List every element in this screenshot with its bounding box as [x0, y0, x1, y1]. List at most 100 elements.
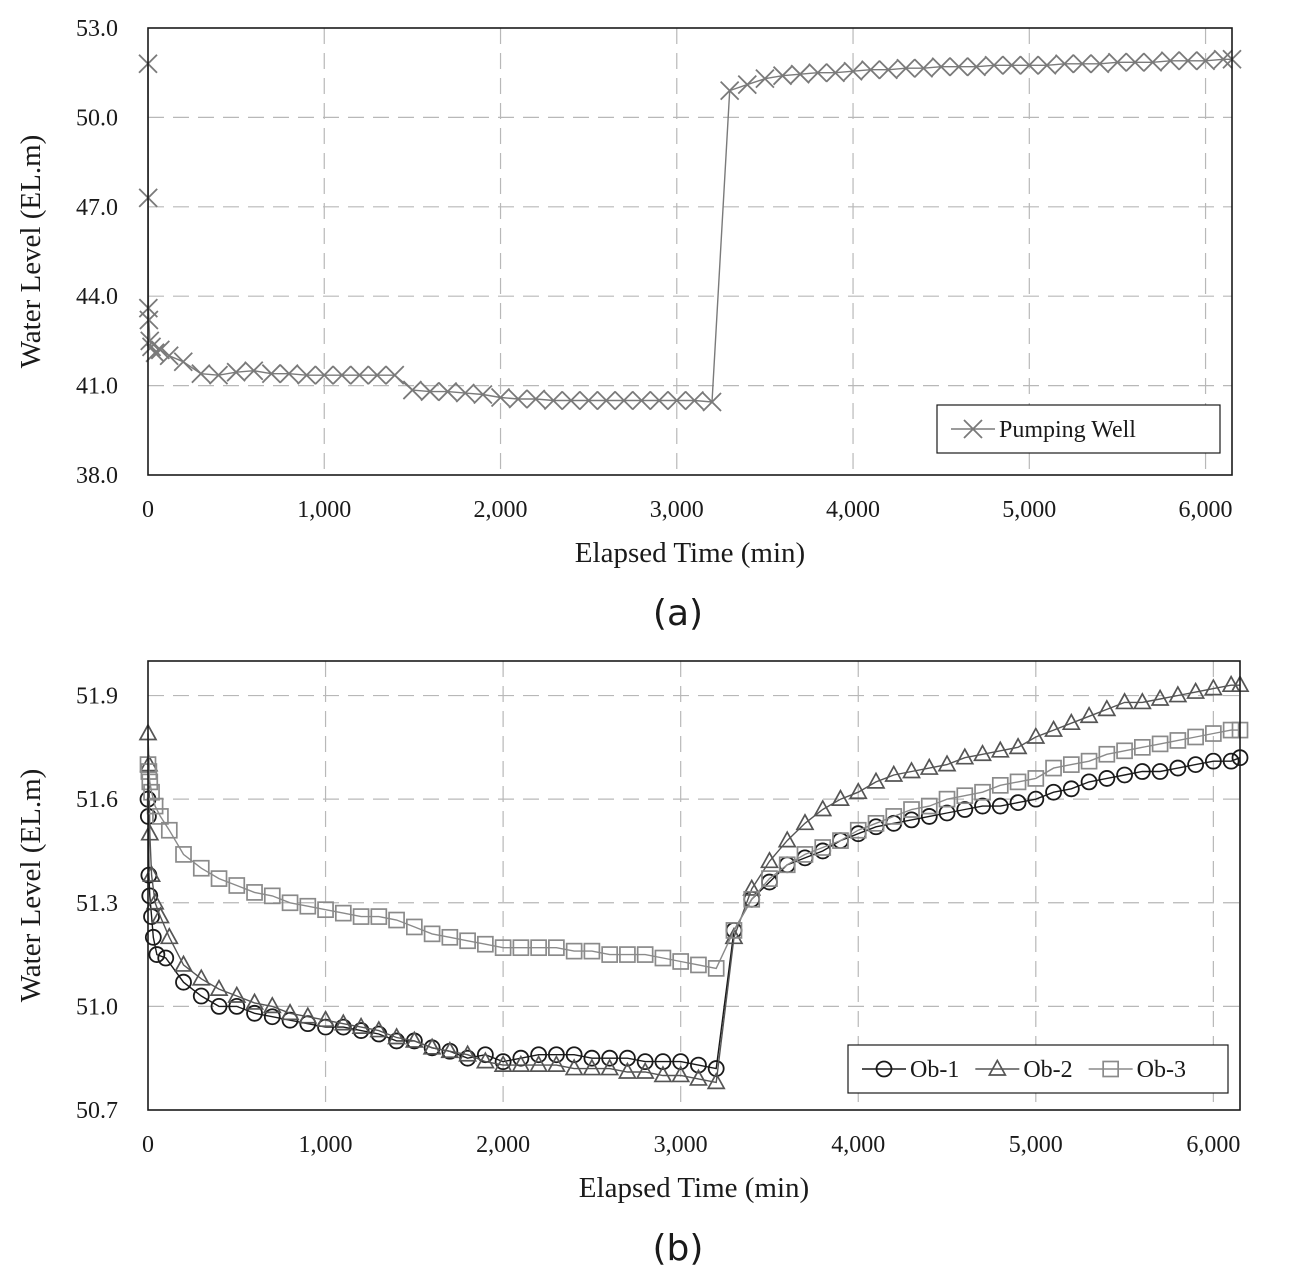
- data-point-ob-2: [316, 1009, 336, 1028]
- x-tick-label: 5,000: [1002, 497, 1056, 523]
- data-point-ob-2: [635, 1061, 655, 1079]
- xtick-layer: 0 1,000 2,000 3,000 4,000 5,000 6,000: [142, 1132, 1240, 1158]
- x-tick-label: 2,000: [476, 1132, 530, 1158]
- data-point-ob-3: [352, 908, 370, 925]
- data-point-pumping-well: [139, 310, 159, 330]
- data-point-ob-2: [1026, 726, 1046, 744]
- ytick-layer: 50.7 51.0 51.3 51.6 51.9: [76, 684, 118, 1124]
- series-line-pumping-well: [147, 58, 1232, 403]
- data-point-ob-1: [690, 1056, 707, 1074]
- data-point-ob-3: [778, 856, 796, 874]
- series-layer: [138, 674, 1250, 1090]
- x-tick-label: 3,000: [654, 1132, 708, 1158]
- data-point-ob-3: [1062, 756, 1080, 773]
- legend-marker-ob-1: [875, 1060, 893, 1078]
- y-tick-label: 51.9: [76, 684, 118, 710]
- x-tick-label: 0: [142, 497, 154, 523]
- data-point-ob-1: [148, 946, 166, 963]
- data-point-pumping-well: [1054, 54, 1075, 74]
- data-point-pumping-well: [332, 365, 352, 385]
- data-point-ob-2: [688, 1068, 708, 1086]
- data-point-ob-3: [1133, 738, 1151, 756]
- data-point-pumping-well: [614, 390, 634, 411]
- y-tick-label: 51.6: [76, 787, 118, 813]
- data-point-ob-3: [246, 884, 263, 901]
- data-point-ob-1: [1062, 780, 1080, 798]
- data-point-ob-3: [1116, 742, 1133, 760]
- x-tick-label: 5,000: [1009, 1132, 1063, 1158]
- data-point-ob-3: [956, 787, 974, 805]
- data-point-ob-3: [654, 949, 672, 967]
- data-point-ob-1: [565, 1046, 583, 1064]
- data-point-ob-2: [245, 992, 264, 1010]
- data-point-ob-3: [210, 870, 228, 887]
- data-point-pumping-well: [966, 57, 987, 77]
- data-point-ob-2: [227, 985, 247, 1003]
- data-point-pumping-well: [720, 80, 740, 101]
- data-point-pumping-well: [579, 390, 599, 411]
- data-point-ob-2: [1097, 699, 1117, 717]
- data-point-ob-1: [920, 808, 938, 825]
- data-point-ob-1: [991, 797, 1009, 815]
- data-point-ob-2: [159, 927, 179, 945]
- data-point-ob-3: [192, 859, 210, 877]
- data-point-ob-3: [583, 942, 601, 960]
- series-line-ob-2: [147, 684, 1240, 1084]
- data-point-ob-2: [1079, 706, 1099, 724]
- panel-caption: (a): [653, 593, 703, 634]
- data-point-ob-2: [653, 1065, 673, 1083]
- data-point-ob-2: [333, 1013, 353, 1031]
- y-tick-label: 50.7: [76, 1098, 118, 1124]
- data-point-ob-2: [351, 1016, 371, 1034]
- data-point-ob-1: [246, 1004, 263, 1022]
- data-point-pumping-well: [473, 384, 493, 405]
- data-point-ob-2: [493, 1054, 513, 1072]
- series-ob-1: [139, 749, 1249, 1077]
- data-point-ob-3: [601, 946, 619, 963]
- data-point-ob-3: [1205, 725, 1222, 742]
- data-point-ob-2: [973, 743, 992, 762]
- data-point-pumping-well: [208, 365, 229, 385]
- legend: Pumping Well: [936, 404, 1221, 454]
- data-point-pumping-well: [159, 346, 179, 366]
- legend-box: [847, 1044, 1229, 1094]
- data-point-ob-3: [849, 821, 867, 839]
- data-point-pumping-well: [772, 66, 793, 86]
- data-point-pumping-well: [878, 60, 898, 80]
- grid-layer: [148, 28, 1232, 475]
- plot-frame: [147, 27, 1233, 476]
- data-point-pumping-well: [1160, 51, 1180, 71]
- data-point-ob-3: [565, 942, 583, 960]
- data-point-ob-1: [157, 949, 175, 967]
- data-point-ob-2: [1115, 692, 1135, 710]
- data-point-pumping-well: [455, 383, 475, 403]
- legend-marker-pumping-well: [963, 419, 983, 439]
- data-point-ob-1: [1133, 763, 1151, 780]
- data-point-pumping-well: [561, 390, 581, 411]
- data-point-ob-3: [920, 797, 938, 815]
- data-point-ob-2: [1168, 685, 1188, 703]
- data-point-ob-1: [228, 997, 246, 1015]
- legend-marker-ob-3: [1102, 1060, 1120, 1078]
- data-point-pumping-well: [1143, 52, 1163, 72]
- data-point-pumping-well: [508, 389, 528, 409]
- data-point-ob-3: [152, 808, 169, 825]
- data-point-ob-2: [387, 1027, 407, 1045]
- legend-label-ob-2: Ob-2: [1023, 1057, 1072, 1083]
- data-point-pumping-well: [173, 352, 193, 372]
- data-point-pumping-well: [490, 387, 511, 408]
- data-point-pumping-well: [526, 389, 546, 409]
- data-point-ob-3: [725, 922, 743, 939]
- data-point-ob-2: [724, 927, 744, 945]
- legend-marker-ob-2: [987, 1058, 1007, 1076]
- data-point-ob-2: [1132, 692, 1152, 710]
- data-point-pumping-well: [631, 390, 652, 411]
- data-point-ob-2: [404, 1030, 424, 1048]
- data-point-ob-3: [441, 928, 459, 946]
- data-point-ob-3: [938, 790, 956, 808]
- data-point-pumping-well: [244, 361, 264, 381]
- chart-b: 50.7 51.0 51.3 51.6 51.9 0 1,000 2,000 3,000 4,0…: [15, 660, 1250, 1269]
- data-point-ob-1: [1045, 783, 1062, 801]
- data-point-pumping-well: [191, 364, 211, 384]
- data-point-ob-3: [1169, 732, 1187, 749]
